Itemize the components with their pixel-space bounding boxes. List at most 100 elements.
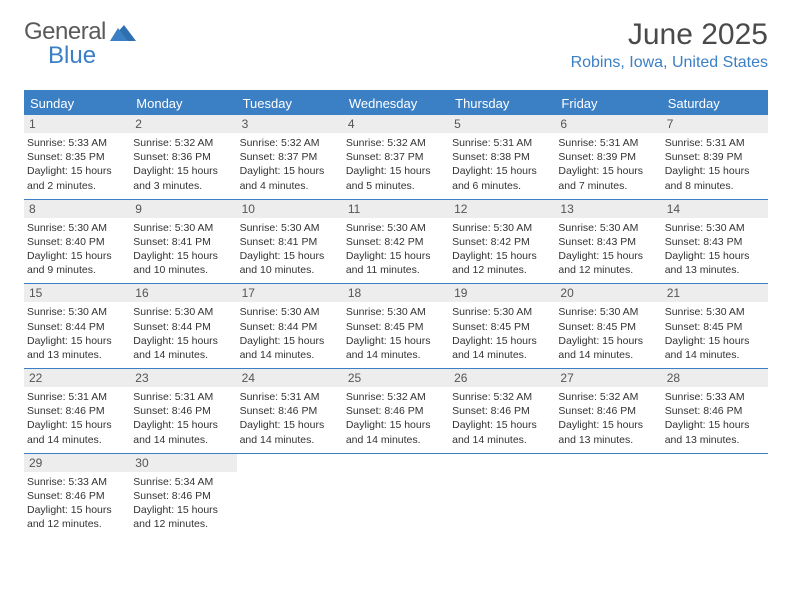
sunrise-line: Sunrise: 5:30 AM bbox=[240, 221, 340, 235]
day-cell: 6Sunrise: 5:31 AMSunset: 8:39 PMDaylight… bbox=[555, 115, 661, 199]
day-number: 20 bbox=[555, 284, 661, 302]
day-number: 29 bbox=[24, 454, 130, 472]
day-number: 9 bbox=[130, 200, 236, 218]
day-details: Sunrise: 5:31 AMSunset: 8:46 PMDaylight:… bbox=[133, 390, 233, 447]
daylight-line: Daylight: 15 hours and 13 minutes. bbox=[27, 334, 127, 362]
day-details: Sunrise: 5:33 AMSunset: 8:46 PMDaylight:… bbox=[665, 390, 765, 447]
day-number: 16 bbox=[130, 284, 236, 302]
day-number: 15 bbox=[24, 284, 130, 302]
sunset-line: Sunset: 8:39 PM bbox=[665, 150, 765, 164]
sunrise-line: Sunrise: 5:33 AM bbox=[27, 136, 127, 150]
day-cell: 23 Sunrise: 5:31 AMSunset: 8:46 PMDayligh… bbox=[130, 369, 236, 453]
sunrise-line: Sunrise: 5:31 AM bbox=[452, 136, 552, 150]
sunset-line: Sunset: 8:46 PM bbox=[665, 404, 765, 418]
day-number: 13 bbox=[555, 200, 661, 218]
day-cell: 12Sunrise: 5:30 AMSunset: 8:42 PMDayligh… bbox=[449, 200, 555, 284]
day-number: 26 bbox=[449, 369, 555, 387]
day-cell bbox=[343, 454, 449, 538]
daylight-line: Daylight: 15 hours and 13 minutes. bbox=[665, 418, 765, 446]
sunrise-line: Sunrise: 5:30 AM bbox=[452, 305, 552, 319]
sunrise-line: Sunrise: 5:34 AM bbox=[133, 475, 233, 489]
day-number: 23 bbox=[130, 369, 236, 387]
sunrise-line: Sunrise: 5:30 AM bbox=[240, 305, 340, 319]
day-cell: 16 Sunrise: 5:30 AMSunset: 8:44 PMDayligh… bbox=[130, 284, 236, 368]
sunset-line: Sunset: 8:43 PM bbox=[665, 235, 765, 249]
day-number: 17 bbox=[237, 284, 343, 302]
daylight-line: Daylight: 15 hours and 14 minutes. bbox=[240, 334, 340, 362]
day-number: 8 bbox=[24, 200, 130, 218]
day-cell: 19Sunrise: 5:30 AMSunset: 8:45 PMDayligh… bbox=[449, 284, 555, 368]
daylight-line: Daylight: 15 hours and 12 minutes. bbox=[558, 249, 658, 277]
sunrise-line: Sunrise: 5:30 AM bbox=[133, 221, 233, 235]
day-number: 7 bbox=[662, 115, 768, 133]
day-cell: 9Sunrise: 5:30 AMSunset: 8:41 PMDaylight… bbox=[130, 200, 236, 284]
sunrise-line: Sunrise: 5:30 AM bbox=[27, 221, 127, 235]
day-number: 28 bbox=[662, 369, 768, 387]
daylight-line: Daylight: 15 hours and 4 minutes. bbox=[240, 164, 340, 192]
daylight-line: Daylight: 15 hours and 3 minutes. bbox=[133, 164, 233, 192]
week-row: 15Sunrise: 5:30 AMSunset: 8:44 PMDayligh… bbox=[24, 284, 768, 369]
day-number: 25 bbox=[343, 369, 449, 387]
sunrise-line: Sunrise: 5:30 AM bbox=[133, 305, 233, 319]
day-number: 27 bbox=[555, 369, 661, 387]
day-details: Sunrise: 5:30 AMSunset: 8:45 PMDaylight:… bbox=[452, 305, 552, 362]
sunrise-line: Sunrise: 5:30 AM bbox=[452, 221, 552, 235]
day-cell: 4Sunrise: 5:32 AMSunset: 8:37 PMDaylight… bbox=[343, 115, 449, 199]
day-number: 11 bbox=[343, 200, 449, 218]
sunrise-line: Sunrise: 5:31 AM bbox=[240, 390, 340, 404]
day-details: Sunrise: 5:30 AMSunset: 8:44 PMDaylight:… bbox=[240, 305, 340, 362]
daylight-line: Daylight: 15 hours and 5 minutes. bbox=[346, 164, 446, 192]
day-number: 3 bbox=[237, 115, 343, 133]
day-details: Sunrise: 5:31 AMSunset: 8:39 PMDaylight:… bbox=[558, 136, 658, 193]
sunrise-line: Sunrise: 5:31 AM bbox=[665, 136, 765, 150]
sunset-line: Sunset: 8:38 PM bbox=[452, 150, 552, 164]
day-cell: 28 Sunrise: 5:33 AMSunset: 8:46 PMDayligh… bbox=[662, 369, 768, 453]
sunset-line: Sunset: 8:41 PM bbox=[133, 235, 233, 249]
day-cell: 10Sunrise: 5:30 AMSunset: 8:41 PMDayligh… bbox=[237, 200, 343, 284]
sunrise-line: Sunrise: 5:31 AM bbox=[27, 390, 127, 404]
sunset-line: Sunset: 8:39 PM bbox=[558, 150, 658, 164]
day-number: 14 bbox=[662, 200, 768, 218]
day-cell: 25Sunrise: 5:32 AMSunset: 8:46 PMDayligh… bbox=[343, 369, 449, 453]
day-number: 10 bbox=[237, 200, 343, 218]
day-cell: 27Sunrise: 5:32 AMSunset: 8:46 PMDayligh… bbox=[555, 369, 661, 453]
sunrise-line: Sunrise: 5:32 AM bbox=[346, 136, 446, 150]
daylight-line: Daylight: 15 hours and 14 minutes. bbox=[665, 334, 765, 362]
day-cell: 3Sunrise: 5:32 AMSunset: 8:37 PMDaylight… bbox=[237, 115, 343, 199]
day-cell: 20Sunrise: 5:30 AMSunset: 8:45 PMDayligh… bbox=[555, 284, 661, 368]
day-header: Friday bbox=[555, 92, 661, 115]
daylight-line: Daylight: 15 hours and 14 minutes. bbox=[133, 334, 233, 362]
sunset-line: Sunset: 8:46 PM bbox=[346, 404, 446, 418]
day-number: 18 bbox=[343, 284, 449, 302]
day-number: 12 bbox=[449, 200, 555, 218]
daylight-line: Daylight: 15 hours and 9 minutes. bbox=[27, 249, 127, 277]
day-details: Sunrise: 5:31 AMSunset: 8:46 PMDaylight:… bbox=[27, 390, 127, 447]
sunset-line: Sunset: 8:42 PM bbox=[346, 235, 446, 249]
day-cell: 2Sunrise: 5:32 AMSunset: 8:36 PMDaylight… bbox=[130, 115, 236, 199]
location: Robins, Iowa, United States bbox=[571, 54, 768, 72]
day-cell: 8 Sunrise: 5:30 AMSunset: 8:40 PMDaylight… bbox=[24, 200, 130, 284]
day-cell bbox=[237, 454, 343, 538]
day-cell: 15Sunrise: 5:30 AMSunset: 8:44 PMDayligh… bbox=[24, 284, 130, 368]
sunrise-line: Sunrise: 5:32 AM bbox=[558, 390, 658, 404]
day-number: 30 bbox=[130, 454, 236, 472]
sunrise-line: Sunrise: 5:32 AM bbox=[240, 136, 340, 150]
day-number: 2 bbox=[130, 115, 236, 133]
day-cell: 26Sunrise: 5:32 AMSunset: 8:46 PMDayligh… bbox=[449, 369, 555, 453]
calendar: SundayMondayTuesdayWednesdayThursdayFrid… bbox=[24, 90, 768, 537]
sunrise-line: Sunrise: 5:30 AM bbox=[665, 221, 765, 235]
day-details: Sunrise: 5:31 AMSunset: 8:38 PMDaylight:… bbox=[452, 136, 552, 193]
week-row: 1Sunrise: 5:33 AMSunset: 8:35 PMDaylight… bbox=[24, 115, 768, 200]
sunset-line: Sunset: 8:45 PM bbox=[665, 320, 765, 334]
sunset-line: Sunset: 8:44 PM bbox=[133, 320, 233, 334]
day-details: Sunrise: 5:30 AMSunset: 8:40 PMDaylight:… bbox=[27, 221, 127, 278]
day-number: 22 bbox=[24, 369, 130, 387]
sunrise-line: Sunrise: 5:31 AM bbox=[558, 136, 658, 150]
day-details: Sunrise: 5:30 AMSunset: 8:45 PMDaylight:… bbox=[346, 305, 446, 362]
sunset-line: Sunset: 8:46 PM bbox=[558, 404, 658, 418]
day-number: 21 bbox=[662, 284, 768, 302]
day-number: 1 bbox=[24, 115, 130, 133]
day-cell: 14Sunrise: 5:30 AMSunset: 8:43 PMDayligh… bbox=[662, 200, 768, 284]
daylight-line: Daylight: 15 hours and 14 minutes. bbox=[346, 334, 446, 362]
day-cell: 22 Sunrise: 5:31 AMSunset: 8:46 PMDayligh… bbox=[24, 369, 130, 453]
